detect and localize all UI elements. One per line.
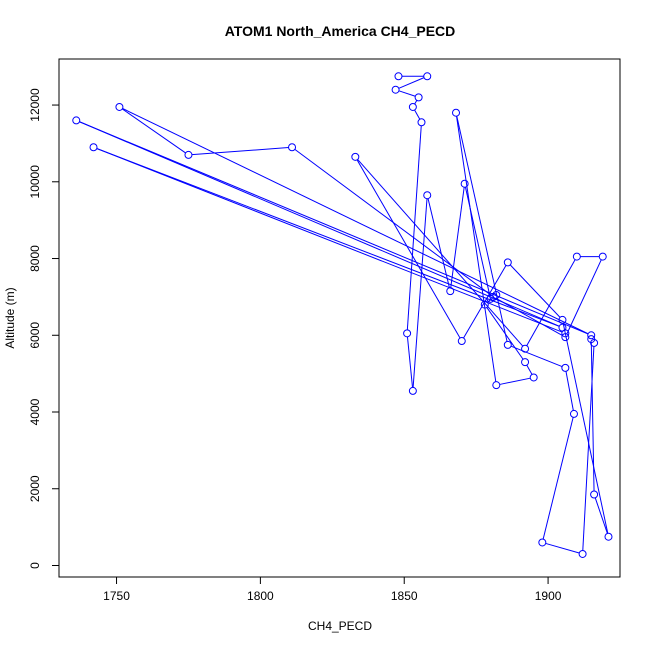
chart-title: ATOM1 North_America CH4_PECD <box>225 23 456 39</box>
series-segment <box>545 542 580 554</box>
series-segment <box>191 147 289 156</box>
data-point <box>72 116 81 125</box>
data-point <box>572 252 581 261</box>
y-tick-label: 0 <box>28 562 42 569</box>
data-point <box>446 287 455 296</box>
data-point <box>184 150 193 159</box>
y-tick-label: 12000 <box>28 88 42 122</box>
data-point <box>408 386 417 395</box>
series-segment <box>398 90 416 97</box>
series-segment <box>357 159 524 347</box>
data-point <box>457 337 466 346</box>
series-segment <box>526 259 576 346</box>
x-axis-label: CH4_PECD <box>308 619 372 633</box>
y-tick-label: 6000 <box>28 322 42 349</box>
y-tick-label: 2000 <box>28 475 42 502</box>
series-segment <box>414 109 421 120</box>
y-axis-label: Altitude (m) <box>3 287 17 348</box>
series-segment <box>456 116 497 382</box>
data-point <box>561 363 570 372</box>
data-point <box>403 329 412 338</box>
data-point <box>480 300 489 309</box>
data-point <box>417 118 426 127</box>
data-point <box>604 532 613 541</box>
data-point <box>587 335 596 344</box>
data-point <box>598 252 607 261</box>
data-point <box>452 108 461 117</box>
data-point <box>503 258 512 267</box>
x-tick-label: 1800 <box>247 589 274 603</box>
data-point <box>408 102 417 111</box>
data-point <box>521 344 530 353</box>
series-segment <box>565 371 574 411</box>
y-tick-label: 4000 <box>28 398 42 425</box>
series-segment <box>427 198 450 288</box>
data-point <box>587 331 596 340</box>
series-segment <box>414 100 418 105</box>
y-tick-label: 10000 <box>28 165 42 199</box>
series-segment <box>594 497 608 534</box>
data-point <box>89 143 98 152</box>
data-point <box>561 333 570 342</box>
y-tick-label: 8000 <box>28 245 42 272</box>
data-point <box>561 329 570 338</box>
series-lines <box>79 75 609 554</box>
y-axis: 0 2000 4000 6000 8000 10000 12000 <box>28 88 60 569</box>
plot-frame <box>58 58 621 578</box>
data-point <box>578 549 587 558</box>
series-segment <box>499 377 531 385</box>
series-segment <box>122 108 186 154</box>
data-point <box>288 143 297 152</box>
data-point <box>569 409 578 418</box>
data-point <box>529 373 538 382</box>
series-segment <box>562 323 609 534</box>
series-segment <box>509 264 561 318</box>
series-segment <box>526 364 533 375</box>
data-point <box>394 72 403 81</box>
data-point <box>538 538 547 547</box>
data-point <box>423 72 432 81</box>
series-segment <box>122 108 589 335</box>
series-segment <box>294 148 491 296</box>
series-segment <box>356 159 461 339</box>
data-point <box>503 340 512 349</box>
x-tick-label: 1850 <box>391 589 418 603</box>
series-segment <box>79 121 560 327</box>
data-point <box>351 152 360 161</box>
series-segment <box>542 417 574 540</box>
series-segment <box>412 198 428 388</box>
series-segment <box>496 298 563 336</box>
series-segment <box>96 148 560 327</box>
data-point <box>460 179 469 188</box>
x-tick-label: 1750 <box>103 589 130 603</box>
data-point <box>489 292 498 301</box>
data-point <box>521 358 530 367</box>
data-point <box>492 381 501 390</box>
data-point <box>414 93 423 102</box>
series-segment <box>79 121 589 335</box>
series-segment <box>406 125 422 330</box>
data-point <box>590 490 599 499</box>
data-point <box>558 315 567 324</box>
series-segment <box>450 187 465 288</box>
x-axis: 1750 1800 1850 1900 <box>103 576 562 603</box>
data-point <box>423 191 432 200</box>
series-segment <box>510 345 563 368</box>
series-segment <box>566 259 602 335</box>
series-segment <box>398 77 425 89</box>
x-tick-label: 1900 <box>535 589 562 603</box>
series-segment <box>96 148 563 333</box>
series-segment <box>406 336 414 388</box>
series-segment <box>456 116 508 342</box>
series-points <box>72 72 613 558</box>
data-point <box>391 85 400 94</box>
data-point <box>115 102 124 111</box>
